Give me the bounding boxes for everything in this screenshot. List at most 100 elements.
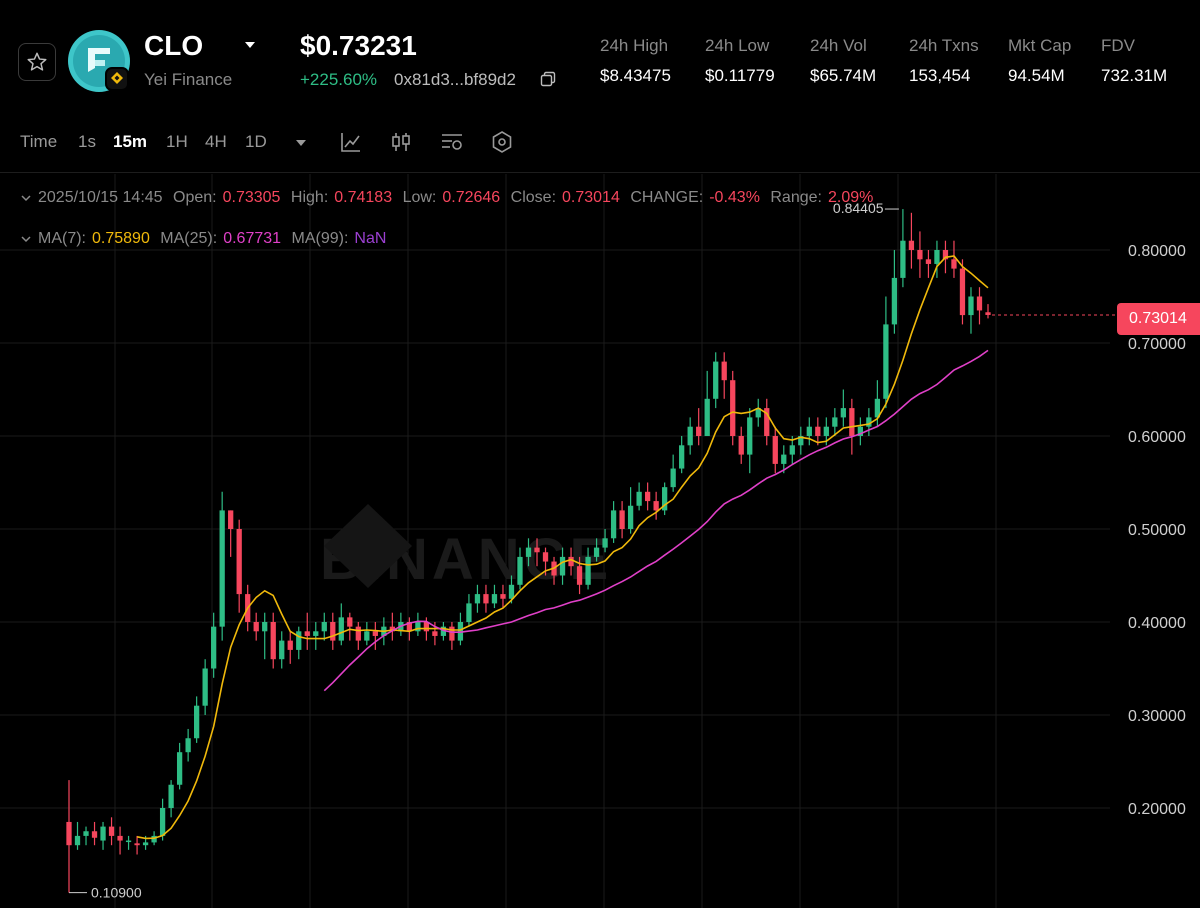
candle-body: [108, 826, 115, 836]
candle-body: [721, 361, 727, 381]
candle-body: [117, 835, 123, 841]
candle-body: [313, 631, 319, 636]
current-price: $0.73231: [300, 30, 417, 61]
candle-body: [857, 426, 863, 436]
stat-24h-low: 24h Low $0.11779: [705, 36, 775, 86]
interval-1d[interactable]: 1D: [245, 132, 267, 151]
copy-icon[interactable]: [540, 71, 556, 87]
candle-body: [976, 296, 983, 311]
candle-body: [874, 398, 881, 418]
chevron-down-icon[interactable]: [20, 192, 32, 204]
candle-body: [908, 240, 915, 250]
interval-15m[interactable]: 15m: [113, 132, 148, 151]
candle-body: [270, 622, 276, 660]
interval-1h[interactable]: 1H: [166, 132, 188, 151]
indicators-icon[interactable]: [440, 130, 464, 154]
candle-body: [440, 626, 447, 636]
stat-label: FDV: [1101, 36, 1135, 55]
candle-body: [194, 705, 200, 739]
time-label[interactable]: Time: [20, 132, 58, 151]
candle-body: [593, 547, 600, 557]
candle-body: [542, 552, 549, 562]
stat-fdv: FDV 732.31M: [1101, 36, 1167, 86]
candle-body: [338, 617, 344, 641]
candle-body: [738, 436, 744, 455]
stat-mkt-cap: Mkt Cap 94.54M: [1008, 36, 1071, 86]
chart-toolbar: Time 1s 15m 1H 4H 1D: [0, 120, 1200, 164]
stat-value: $65.74M: [810, 66, 877, 85]
candle-body: [806, 426, 812, 436]
candlestick-icon[interactable]: [389, 130, 413, 154]
candle-body: [500, 594, 506, 599]
price-change-percent: +225.60%: [300, 70, 378, 89]
token-header: CLO Yei Finance $0.73231 +225.60% 0x81d3…: [0, 0, 1200, 110]
candle-body: [142, 842, 149, 846]
ma99-value: NaN: [354, 230, 387, 247]
y-axis-tick-label: 0.70000: [1128, 336, 1186, 353]
star-icon: [27, 52, 47, 71]
candle-body: [262, 622, 268, 632]
candle-body: [849, 408, 855, 436]
change-value: -0.43%: [709, 189, 760, 206]
stat-label: Mkt Cap: [1008, 36, 1072, 55]
candle-body: [832, 417, 838, 427]
candle-body: [644, 491, 651, 502]
candle-body: [627, 505, 634, 529]
candle-body: [883, 324, 889, 399]
candle-body: [347, 617, 353, 627]
close-value: 0.73014: [562, 189, 620, 206]
candle-body: [713, 361, 719, 399]
candle-body: [687, 426, 693, 446]
candle-body: [704, 398, 710, 436]
candle-body: [466, 603, 472, 622]
range-value: 2.09%: [827, 189, 874, 206]
candle-body: [372, 631, 378, 636]
token-project-name: Yei Finance: [144, 70, 233, 89]
candle-body: [176, 752, 183, 785]
ma99-label: MA(99):: [291, 230, 349, 247]
candle-body: [534, 547, 540, 553]
candle-body: [866, 417, 872, 427]
candle-body: [491, 594, 498, 604]
candle-body: [968, 296, 974, 316]
candle-body: [364, 631, 370, 641]
caret-down-icon[interactable]: [243, 38, 257, 52]
candle-body: [525, 547, 532, 557]
candle-body: [253, 622, 259, 632]
candle-body: [389, 626, 395, 632]
low-value: 0.72646: [442, 189, 501, 206]
y-axis-tick-label: 0.40000: [1128, 615, 1186, 632]
stat-value: 153,454: [909, 66, 971, 85]
ma7-label: MA(7):: [38, 230, 86, 247]
candle-body: [304, 631, 310, 636]
contract-address[interactable]: 0x81d3...bf89d2: [394, 70, 516, 89]
stat-24h-high: 24h High $8.43475: [600, 36, 671, 86]
favorite-button[interactable]: [18, 43, 56, 81]
candle-body: [406, 622, 413, 632]
candle-body: [74, 835, 81, 846]
candle-body: [330, 622, 336, 641]
candle-body: [619, 510, 625, 529]
candle-body: [321, 622, 327, 632]
candlestick-chart[interactable]: 0.80000 0.70000 0.60000 0.50000 0.40000 0.300…: [0, 174, 1200, 908]
interval-dropdown-icon[interactable]: [295, 137, 307, 149]
candle-body: [415, 622, 421, 632]
interval-4h[interactable]: 4H: [205, 132, 227, 151]
candle-body: [942, 250, 949, 260]
stat-label: 24h Txns: [909, 36, 979, 55]
line-chart-icon[interactable]: [339, 130, 363, 154]
candle-body: [91, 831, 98, 838]
candle-body: [508, 584, 515, 599]
candle-body: [900, 240, 906, 278]
settings-hex-icon[interactable]: [490, 130, 514, 154]
stat-label: 24h Low: [705, 36, 770, 55]
y-axis-tick-label: 0.60000: [1128, 429, 1186, 446]
interval-1s[interactable]: 1s: [78, 132, 96, 151]
candle-body: [815, 426, 821, 436]
candle-body: [747, 417, 753, 455]
y-axis-tick-label: 0.80000: [1128, 243, 1186, 260]
chevron-down-icon[interactable]: [20, 233, 32, 245]
candle-body: [925, 259, 932, 264]
high-value: 0.74183: [334, 189, 393, 206]
candle-body: [168, 784, 174, 808]
